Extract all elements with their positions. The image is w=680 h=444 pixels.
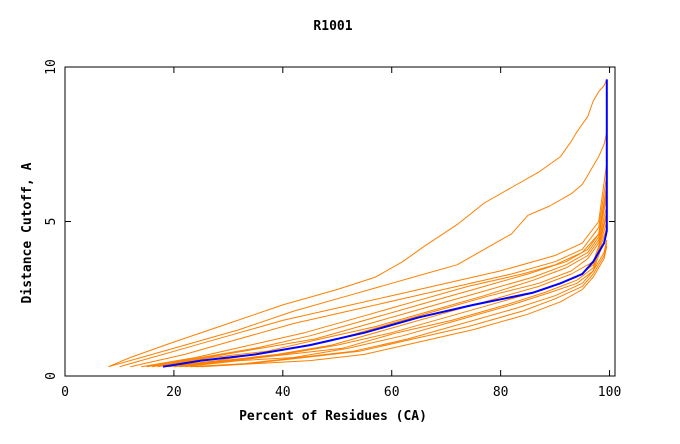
series-line-15	[195, 242, 608, 368]
series-group	[108, 79, 608, 368]
x-tick-label: 40	[275, 385, 291, 400]
series-line-14	[190, 239, 608, 368]
series-line-1	[108, 79, 608, 368]
highlight-series-line	[162, 79, 608, 368]
series-line-4	[130, 175, 608, 368]
series-line-3	[119, 162, 608, 368]
series-line-11	[179, 227, 608, 368]
chart-title: R1001	[313, 19, 352, 34]
y-axis-label: Distance Cutoff, A	[20, 162, 35, 303]
ticks-group: 0 20 40 60 80 100 0 5 10	[44, 59, 621, 400]
series-line-5	[146, 184, 608, 368]
x-tick-label: 20	[166, 385, 182, 400]
x-tick-label: 0	[61, 385, 69, 400]
series-line-13	[141, 190, 608, 368]
y-tick-label: 5	[44, 218, 59, 226]
plot-border	[64, 66, 616, 377]
y-tick-label: 0	[44, 372, 59, 380]
series-line-2	[108, 131, 608, 368]
series-line-12	[184, 233, 608, 368]
y-tick-label: 10	[44, 59, 59, 75]
series-line-10	[173, 221, 608, 368]
x-tick-label: 80	[493, 385, 509, 400]
x-tick-label: 60	[384, 385, 400, 400]
plot-frame	[64, 66, 616, 377]
series-line-7	[157, 205, 608, 368]
series-line-6	[152, 196, 608, 368]
series-line-16	[201, 246, 608, 368]
x-axis-label: Percent of Residues (CA)	[239, 409, 427, 424]
x-tick-label: 100	[598, 385, 621, 400]
